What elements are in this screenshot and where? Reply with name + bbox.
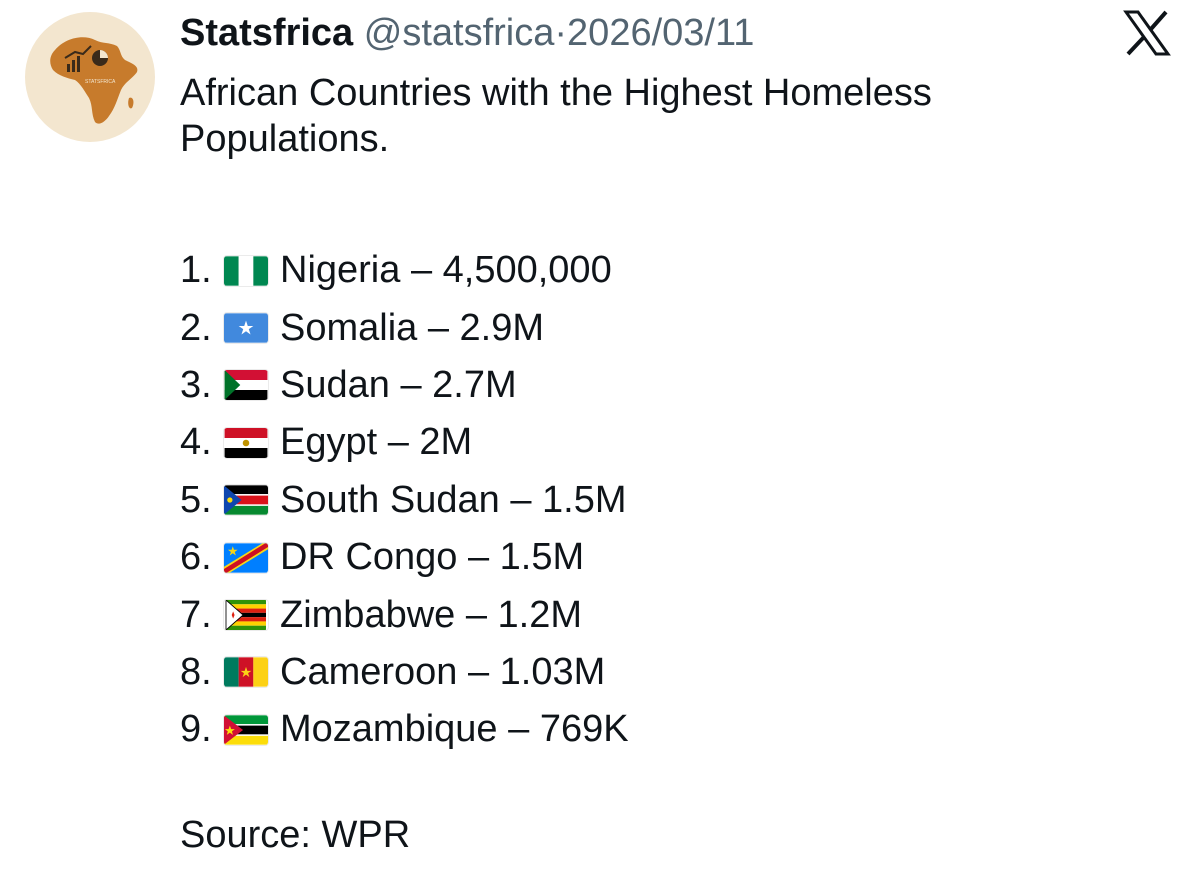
post-date[interactable]: 2026/03/11 xyxy=(567,12,755,54)
rank-number: 9. xyxy=(180,708,212,751)
country-value: – 1.03M xyxy=(467,650,606,693)
list-item: 7. Zimbabwe – 1.2M xyxy=(180,586,629,643)
rank-number: 1. xyxy=(180,249,212,292)
tweet-header: Statsfrica @statsfrica·2026/03/11 xyxy=(180,10,754,56)
rank-number: 4. xyxy=(180,421,212,464)
country-name: Somalia xyxy=(280,306,418,349)
country-name: Sudan xyxy=(280,363,390,406)
country-value: – 2.7M xyxy=(400,363,517,406)
cameroon-flag-icon xyxy=(224,657,268,688)
rank-number: 2. xyxy=(180,306,212,349)
rank-number: 8. xyxy=(180,650,212,693)
somalia-flag-icon xyxy=(224,313,268,343)
country-name: South Sudan xyxy=(280,478,500,521)
rank-number: 3. xyxy=(180,363,212,406)
author-name[interactable]: Statsfrica xyxy=(180,12,354,54)
list-item: 6. DR Congo – 1.5M xyxy=(180,529,629,586)
country-name: Zimbabwe xyxy=(280,593,456,636)
country-value: – 2M xyxy=(387,421,473,464)
country-name: Egypt xyxy=(280,421,378,464)
rank-number: 5. xyxy=(180,478,212,521)
rank-number: 6. xyxy=(180,536,212,579)
country-value: – 2.9M xyxy=(427,306,545,349)
list-item: 8. Cameroon – 1.03M xyxy=(180,644,629,701)
country-value: – 769K xyxy=(508,708,629,751)
rank-number: 7. xyxy=(180,593,212,636)
tweet-title: African Countries with the Highest Homel… xyxy=(180,72,932,160)
avatar[interactable]: STATSFRICA xyxy=(25,12,155,142)
africa-map-icon: STATSFRICA xyxy=(50,37,138,124)
south-sudan-flag-icon xyxy=(224,485,268,515)
ranking-list: 1. Nigeria – 4,500,000 2. Somalia – 2.9M… xyxy=(180,242,629,759)
sudan-flag-icon xyxy=(224,370,268,401)
egypt-flag-icon xyxy=(224,427,268,458)
country-name: Mozambique xyxy=(280,708,498,751)
country-name: DR Congo xyxy=(280,536,458,579)
list-item: 5. South Sudan – 1.5M xyxy=(180,472,629,529)
source-line: Source: WPR xyxy=(180,814,411,856)
country-value: – 4,500,000 xyxy=(410,249,612,292)
country-name: Cameroon xyxy=(280,650,458,693)
tweet-text: African Countries with the Highest Homel… xyxy=(180,70,1140,162)
country-value: – 1.5M xyxy=(467,536,585,579)
separator-dot: · xyxy=(554,12,568,54)
avatar-text: STATSFRICA xyxy=(85,79,116,85)
author-handle[interactable]: @statsfrica xyxy=(363,12,555,54)
nigeria-flag-icon xyxy=(224,256,268,286)
list-item: 1. Nigeria – 4,500,000 xyxy=(180,242,629,299)
zimbabwe-flag-icon xyxy=(224,600,268,631)
list-item: 9. Mozambique – 769K xyxy=(180,701,629,758)
country-value: – 1.2M xyxy=(465,593,583,636)
list-item: 3. Sudan – 2.7M xyxy=(180,357,629,414)
list-item: 2. Somalia – 2.9M xyxy=(180,299,629,356)
country-value: – 1.5M xyxy=(510,478,627,521)
list-item: 4. Egypt – 2M xyxy=(180,414,629,471)
dr-congo-flag-icon xyxy=(224,542,268,573)
mozambique-flag-icon xyxy=(224,715,268,745)
country-name: Nigeria xyxy=(280,249,401,292)
x-logo-icon[interactable] xyxy=(1122,10,1172,56)
